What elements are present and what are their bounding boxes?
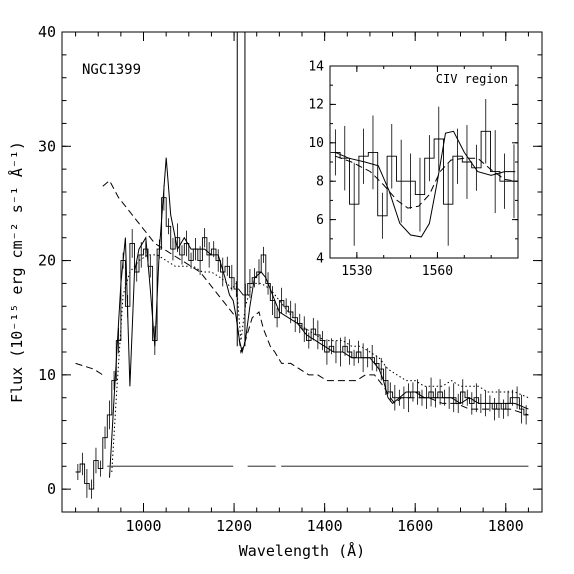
plot-frame	[329, 65, 519, 259]
x-tick-label: 1200	[216, 517, 252, 535]
x-tick-label: 1560	[422, 264, 453, 279]
model-solid-line	[335, 130, 516, 238]
model-dashed-line	[102, 179, 529, 416]
y-axis-label: Flux (10⁻¹⁵ erg cm⁻² s⁻¹ Å⁻¹)	[7, 141, 26, 403]
x-tick-label: 1400	[307, 517, 343, 535]
x-tick-label: 1000	[125, 517, 161, 535]
y-tick-label: 0	[47, 480, 56, 498]
y-tick-label: 4	[316, 251, 324, 266]
inset-plot: 1530 1560 4 6 8 10 12 14 CIV region	[308, 59, 519, 279]
x-tick-label: 1600	[397, 517, 433, 535]
y-tick-label: 6	[316, 213, 324, 228]
plot-area	[75, 32, 529, 499]
x-tick-label: 1530	[341, 264, 372, 279]
x-axis-label: Wavelength (Å)	[239, 541, 365, 560]
y-tick-label: 14	[308, 59, 324, 74]
y-tick-label: 40	[38, 23, 56, 41]
y-tick-label: 12	[308, 98, 324, 113]
spectrum-histogram	[330, 130, 518, 217]
y-tick-label: 30	[38, 137, 56, 155]
y-tick-label: 10	[308, 136, 324, 151]
dashed-extension	[75, 362, 104, 376]
plot-annotation: CIV region	[436, 72, 508, 86]
y-tick-label: 10	[38, 366, 56, 384]
y-tick-label: 20	[38, 252, 56, 270]
model-dashed-line	[335, 155, 516, 209]
plot-annotation: NGC1399	[82, 62, 141, 78]
model-solid-line	[109, 157, 529, 478]
plot-area	[330, 99, 518, 246]
y-tick-label: 8	[316, 175, 324, 190]
x-tick-label: 1800	[488, 517, 524, 535]
